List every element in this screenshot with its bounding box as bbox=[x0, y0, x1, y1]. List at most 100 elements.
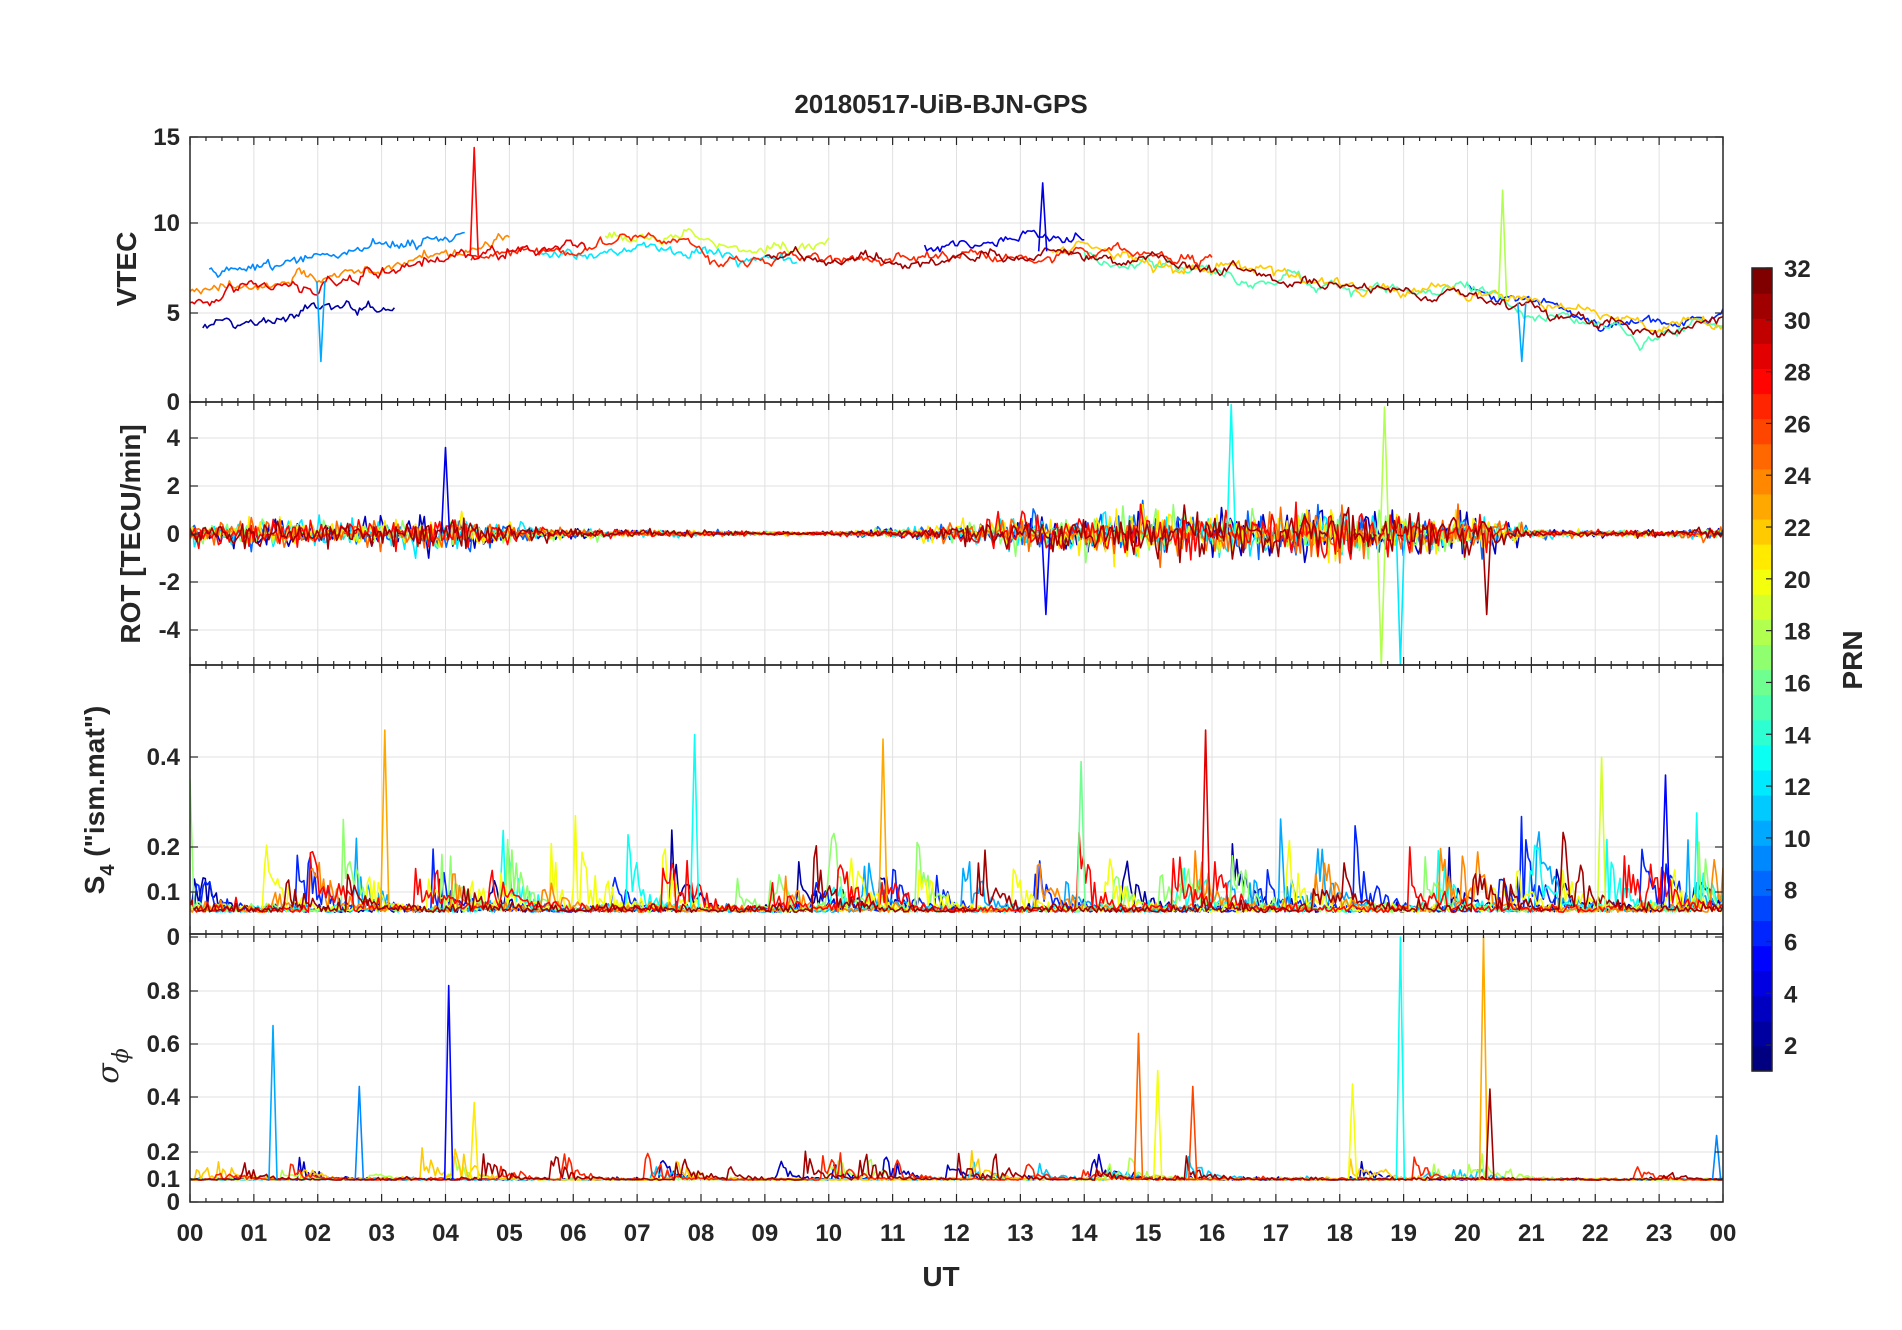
colorbar-swatch bbox=[1752, 995, 1772, 1022]
rot-ylabel: ROT [TECU/min] bbox=[115, 424, 146, 643]
peak-prn-25 bbox=[1133, 1032, 1144, 1180]
colorbar-swatch bbox=[1752, 719, 1772, 746]
colorbar-tick-label: 18 bbox=[1784, 619, 1811, 646]
peak-prn-31 bbox=[1481, 533, 1492, 616]
y-tick-label: 0 bbox=[167, 1189, 180, 1216]
peak-prn-13 bbox=[689, 733, 700, 908]
vtec-traces bbox=[190, 146, 1723, 363]
peak-prn-4 bbox=[1037, 182, 1048, 252]
sigma-phi-ylabel-main: σ bbox=[91, 1062, 126, 1084]
colorbar-tick-label: 26 bbox=[1784, 411, 1811, 438]
peak-prn-18 bbox=[1497, 189, 1508, 299]
y-tick-label: 0.6 bbox=[147, 1031, 180, 1058]
colorbar-swatch bbox=[1752, 468, 1772, 495]
colorbar-swatch bbox=[1752, 970, 1772, 997]
y-tick-label: 0 bbox=[167, 389, 180, 416]
x-tick-label: 04 bbox=[432, 1220, 459, 1247]
x-axis-tick-labels: 00 01 02 03 04 05 06 07 08 09 10 11 12 13 14 15 16 17 18 19… bbox=[177, 1220, 1737, 1247]
trace-prn-31 bbox=[764, 246, 1723, 338]
panel-rot: -4 -2 0 2 4 ROT [TECU/min] bbox=[115, 401, 1724, 666]
colorbar-swatch bbox=[1752, 845, 1772, 871]
colorbar-swatch bbox=[1752, 820, 1772, 846]
trace-prn-25 bbox=[190, 503, 1723, 569]
x-tick-label: 22 bbox=[1582, 1220, 1609, 1247]
x-tick-label: 09 bbox=[752, 1220, 779, 1247]
panel-sigma-phi: 00.10.2 0.4 0.6 0.8 σϕ bbox=[91, 933, 1724, 1216]
colorbar-swatch bbox=[1752, 418, 1772, 445]
colorbar-tick-label: 2 bbox=[1784, 1033, 1797, 1060]
colorbar-tick-label: 4 bbox=[1784, 981, 1798, 1008]
peak-prn-13 bbox=[1226, 403, 1236, 534]
x-tick-label: 08 bbox=[688, 1220, 715, 1247]
colorbar-tick-label: 12 bbox=[1784, 774, 1811, 801]
y-tick-label: 5 bbox=[167, 300, 180, 327]
peak-prn-4 bbox=[440, 446, 451, 534]
y-tick-label: 0.1 bbox=[147, 879, 180, 906]
x-tick-label: 05 bbox=[496, 1220, 523, 1247]
peak-prn-10 bbox=[268, 1024, 278, 1180]
x-tick-label: 18 bbox=[1326, 1220, 1353, 1247]
colorbar-tick-label: 6 bbox=[1784, 929, 1797, 956]
colorbar-swatch bbox=[1752, 694, 1772, 721]
colorbar-tick-label: 28 bbox=[1784, 360, 1811, 387]
s4-ylabel-rest: ("ism.mat") bbox=[79, 706, 110, 865]
colorbar-swatch bbox=[1752, 945, 1772, 972]
colorbar-swatch bbox=[1752, 393, 1772, 420]
rot-traces bbox=[190, 403, 1723, 665]
peak-prn-5 bbox=[1660, 774, 1671, 908]
peak-prn-28 bbox=[469, 146, 479, 256]
peak-prn-10 bbox=[1517, 302, 1527, 363]
colorbar-tick-label: 30 bbox=[1784, 308, 1811, 335]
x-tick-label: 03 bbox=[368, 1220, 395, 1247]
colorbar-swatch bbox=[1752, 518, 1772, 545]
colorbar-tick-label: 10 bbox=[1784, 826, 1811, 853]
x-tick-label: 07 bbox=[624, 1220, 651, 1247]
y-tick-label: 0.4 bbox=[147, 744, 181, 771]
sigma_phi-traces bbox=[190, 936, 1723, 1181]
peak-prn-29 bbox=[1200, 729, 1211, 908]
peak-prn-9 bbox=[354, 1085, 365, 1180]
y-tick-label: 0 bbox=[167, 924, 180, 951]
x-tick-label: 19 bbox=[1390, 1220, 1417, 1247]
x-tick-label: 17 bbox=[1263, 1220, 1290, 1247]
colorbar-swatch bbox=[1752, 669, 1772, 696]
x-tick-label: 23 bbox=[1646, 1220, 1673, 1247]
colorbar-tick-label: 16 bbox=[1784, 670, 1811, 697]
trace-prn-4 bbox=[923, 229, 1085, 253]
peak-prn-21 bbox=[469, 1101, 479, 1180]
y-tick-label: 10 bbox=[153, 210, 180, 237]
x-tick-label: 10 bbox=[815, 1220, 842, 1247]
colorbar-label: PRN bbox=[1837, 630, 1868, 689]
colorbar-swatch bbox=[1752, 368, 1772, 395]
colorbar-swatch bbox=[1752, 1045, 1772, 1072]
trace-prn-29 bbox=[190, 239, 587, 307]
colorbar-swatch bbox=[1752, 744, 1772, 771]
trace-prn-9 bbox=[208, 231, 465, 278]
colorbar-swatch bbox=[1752, 544, 1772, 570]
colorbar-swatch bbox=[1752, 293, 1772, 319]
y-tick-label: 0.2 bbox=[147, 1139, 180, 1166]
sigma-phi-ylabel-sub: ϕ bbox=[109, 1048, 134, 1063]
colorbar-swatch bbox=[1752, 794, 1772, 821]
panel-s4: 0 0.1 0.2 0.4 S4 ("ism.mat") bbox=[79, 664, 1724, 951]
colorbar-swatch bbox=[1752, 443, 1772, 470]
x-tick-label: 14 bbox=[1071, 1220, 1098, 1247]
colorbar-swatch bbox=[1752, 268, 1772, 294]
colorbar-frame bbox=[1751, 267, 1773, 1072]
x-tick-label: 16 bbox=[1199, 1220, 1226, 1247]
colorbar-tick-label: 22 bbox=[1784, 515, 1811, 542]
colorbar-swatch bbox=[1752, 318, 1772, 344]
peak-prn-23 bbox=[380, 729, 390, 908]
x-tick-label: 15 bbox=[1135, 1220, 1162, 1247]
colorbar-swatch bbox=[1752, 1020, 1772, 1047]
s4-ylabel-main: S bbox=[79, 876, 110, 895]
peak-prn-26 bbox=[1188, 1085, 1198, 1180]
x-tick-label: 00 bbox=[1710, 1220, 1737, 1247]
peak-prn-17 bbox=[190, 778, 195, 908]
x-tick-label: 02 bbox=[304, 1220, 331, 1247]
colorbar-tick-label: 32 bbox=[1784, 256, 1811, 283]
s4-traces bbox=[190, 729, 1723, 913]
trace-prn-31 bbox=[190, 831, 1723, 913]
peak-prn-5 bbox=[443, 984, 454, 1180]
